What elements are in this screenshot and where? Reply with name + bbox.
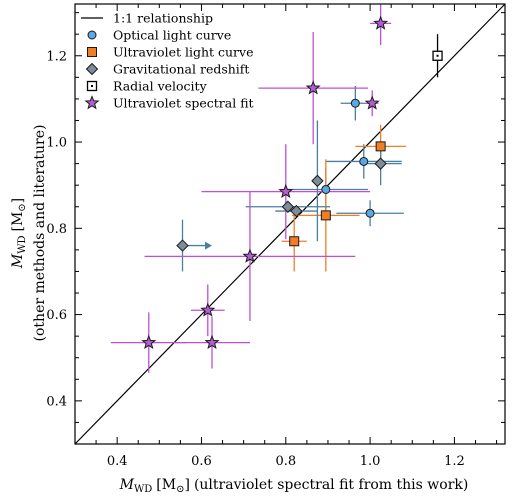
point-diamond-4 — [176, 239, 189, 252]
legend-swatch-1 — [87, 30, 97, 40]
y-tick-label-4: 1.2 — [46, 49, 67, 64]
data-markers — [141, 15, 443, 350]
point-star-6 — [141, 334, 157, 350]
axis-ticks: 0.4 0.6 0.8 1.0 1.2 0.4 0.6 0.8 1.0 1.2 — [46, 4, 505, 469]
legend-swatch-3 — [85, 62, 99, 76]
plot-area — [74, 3, 506, 445]
x-tick-label-4: 1.2 — [444, 454, 465, 469]
point-star-0 — [373, 15, 389, 30]
point-square-2 — [289, 236, 300, 247]
point-star-5 — [200, 302, 216, 317]
point-diamond-2 — [281, 200, 295, 213]
y-axis-label: MWD[M⊙] — [10, 198, 28, 269]
legend-label-3: Gravitational redshift — [113, 62, 249, 77]
one-to-one-line — [74, 3, 506, 445]
point-open-square-0 — [432, 50, 443, 61]
y-axis-label-line2: (other methods and literature) — [32, 125, 48, 342]
legend-label-0: 1:1 relationship — [113, 11, 213, 26]
legend-swatch-4 — [86, 80, 98, 92]
axes-frame — [74, 3, 506, 445]
y-tick-label-3: 1.0 — [46, 136, 67, 151]
legend-swatch-2 — [87, 47, 97, 57]
legend-label-1: Optical light curve — [113, 28, 231, 43]
point-star-1 — [305, 80, 321, 95]
legend: 1:1 relationship Optical light curve Ultra… — [81, 11, 254, 111]
point-diamond-1 — [374, 157, 387, 170]
x-tick-label-0: 0.4 — [107, 454, 128, 469]
plot-frame — [74, 3, 506, 445]
x-tick-label-3: 1.0 — [360, 454, 381, 469]
legend-label-5: Ultraviolet spectral fit — [113, 96, 254, 111]
arrow-head-2-4 — [205, 241, 213, 250]
point-square-1 — [320, 210, 331, 221]
point-star-7 — [204, 334, 220, 350]
y-tick-label-1: 0.6 — [46, 308, 67, 323]
y-tick-label-2: 0.8 — [46, 222, 67, 237]
point-diamond-3 — [290, 204, 303, 218]
x-tick-label-2: 0.8 — [275, 454, 296, 469]
point-circle-1 — [359, 156, 369, 166]
point-circle-3 — [365, 208, 375, 218]
point-circle-2 — [321, 184, 331, 194]
point-square-0 — [375, 141, 386, 152]
legend-label-4: Radial velocity — [113, 79, 208, 94]
point-circle-0 — [350, 98, 360, 108]
point-star-2 — [364, 95, 380, 110]
point-star-4 — [242, 248, 258, 263]
y-tick-label-0: 0.4 — [46, 394, 67, 409]
x-tick-label-1: 0.6 — [191, 454, 212, 469]
point-diamond-0 — [311, 174, 324, 188]
legend-label-2: Ultraviolet light curve — [113, 45, 254, 60]
point-star-3 — [278, 183, 294, 199]
legend-swatch-5 — [84, 95, 100, 110]
x-axis-label: MWD [M⊙] (ultraviolet spectral fit from th… — [119, 477, 469, 495]
